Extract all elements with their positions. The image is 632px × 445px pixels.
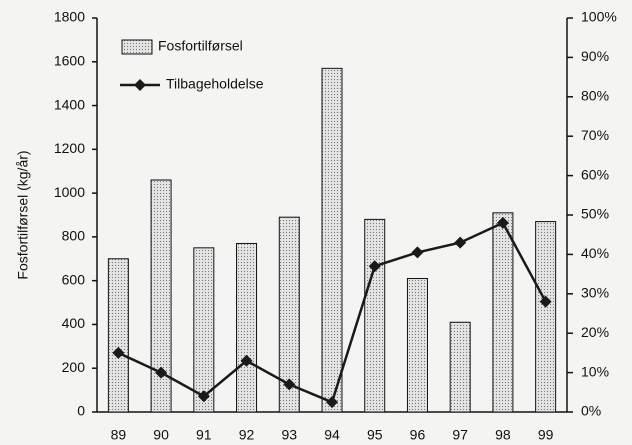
y2-tick-label: 70% [581,127,609,143]
marker [112,346,125,359]
marker [240,354,253,367]
y2-tick-label: 90% [581,48,609,64]
marker [155,366,168,379]
bar [492,212,514,413]
x-tick-label: 94 [324,427,340,443]
bar [236,242,258,413]
marker [368,260,381,273]
bar [406,277,428,413]
x-tick-label: 93 [281,427,297,443]
bar [535,221,557,413]
bar [449,321,471,413]
y-tick-label: 0 [77,403,85,419]
x-tick-label: 99 [538,427,554,443]
x-tick-label: 92 [239,427,255,443]
marker [454,236,467,249]
marker [283,378,296,391]
y2-tick-label: 0% [581,403,601,419]
x-tick-label: 90 [153,427,169,443]
y2-tick-label: 80% [581,88,609,104]
y2-tick-label: 40% [581,245,609,261]
y-tick-label: 600 [62,271,86,287]
y-tick-label: 400 [62,315,86,331]
y2-tick-label: 20% [581,324,609,340]
y2-tick-label: 10% [581,363,609,379]
bar [364,218,386,413]
y-axis-title: Fosfortilførsel (kg/år) [15,150,31,279]
marker [496,216,509,229]
marker [326,396,338,409]
bar [321,67,343,413]
y-tick-label: 1800 [54,9,85,25]
y-tick-label: 1000 [54,184,85,200]
y-tick-label: 1200 [54,140,85,156]
y2-tick-label: 60% [581,166,609,182]
y-tick-label: 800 [62,228,86,244]
x-tick-label: 97 [452,427,468,443]
marker [539,295,552,308]
x-tick-label: 95 [367,427,383,443]
legend-label: Fosfortilførsel [158,38,243,54]
legend-swatch [121,39,153,55]
x-tick-label: 98 [495,427,511,443]
y2-tick-label: 100% [581,9,617,25]
x-tick-label: 96 [410,427,426,443]
y-tick-label: 1400 [54,96,85,112]
y2-tick-label: 50% [581,206,609,222]
y2-tick-label: 30% [581,285,609,301]
y-tick-label: 1600 [54,52,85,68]
y-tick-label: 200 [62,359,86,375]
bar [150,179,172,413]
legend-marker [134,79,146,91]
marker [411,246,424,259]
bar [107,258,129,413]
x-tick-label: 91 [196,427,212,443]
x-tick-label: 89 [111,427,127,443]
legend-label: Tilbageholdelse [166,76,264,92]
bar [193,247,215,413]
marker [197,390,210,403]
bar [278,216,300,413]
